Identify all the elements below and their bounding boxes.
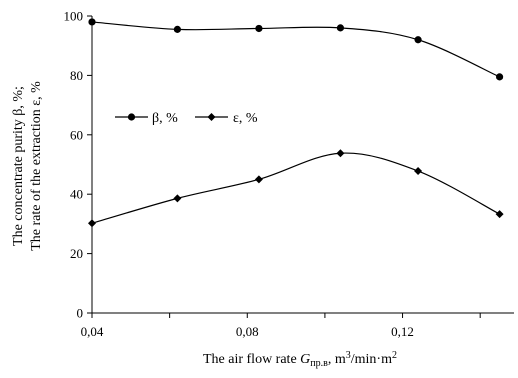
- legend-label-beta: β, %: [152, 111, 178, 126]
- data-point: [495, 73, 504, 81]
- x-tick-label: 0,12: [391, 324, 414, 339]
- data-point: [255, 24, 263, 33]
- data-point: [414, 167, 423, 176]
- series-beta: [88, 18, 504, 81]
- series-line: [91, 152, 500, 224]
- data-point: [414, 36, 422, 44]
- y-tick-label: 40: [70, 187, 83, 202]
- axes: [91, 16, 514, 314]
- series-line: [91, 21, 500, 78]
- x-axis-title-unit: , m: [328, 352, 346, 367]
- x-axis-title-prefix: The air flow rate: [203, 352, 300, 367]
- x-axis-title-symbol: G: [300, 352, 310, 367]
- data-point: [88, 18, 96, 26]
- y-axis-title-line1: The concentrate purity β, %;: [11, 86, 26, 246]
- data-point: [254, 175, 263, 184]
- series-epsilon: [88, 149, 504, 228]
- data-point: [173, 25, 181, 33]
- data-point: [336, 149, 345, 158]
- x-axis-title-subscript: пр.в: [310, 358, 328, 369]
- data-point: [336, 24, 345, 32]
- y-tick-label: 20: [70, 246, 83, 261]
- data-point: [495, 210, 504, 219]
- x-axis-title-unit-mid: /min·m: [351, 352, 392, 367]
- x-axis-title-unit-sup2: 2: [392, 350, 397, 361]
- x-axis-title-unit-sup1: 3: [346, 350, 351, 361]
- y-ticks: 0 20 40 60 80 100: [64, 9, 92, 321]
- data-point: [173, 194, 182, 203]
- y-tick-label: 100: [64, 9, 84, 24]
- series-layer: [88, 18, 504, 228]
- data-point: [88, 219, 96, 228]
- y-axis-title-line2: The rate of the extraction ε, %: [29, 81, 44, 251]
- legend-marker-epsilon: [207, 113, 216, 121]
- x-axis-title: The air flow rate Gпр.в, m3/min·m2: [203, 350, 397, 369]
- y-tick-label: 0: [77, 306, 84, 321]
- x-tick-label: 0,08: [236, 324, 259, 339]
- x-tick-label: 0,04: [81, 324, 104, 339]
- y-tick-label: 80: [70, 68, 83, 83]
- x-ticks: 0,04 0,08 0,12: [81, 313, 481, 339]
- y-tick-label: 60: [70, 127, 83, 142]
- legend-marker-beta: [127, 113, 136, 121]
- legend-label-epsilon: ε, %: [233, 111, 258, 126]
- legend: β, % ε, %: [115, 111, 258, 126]
